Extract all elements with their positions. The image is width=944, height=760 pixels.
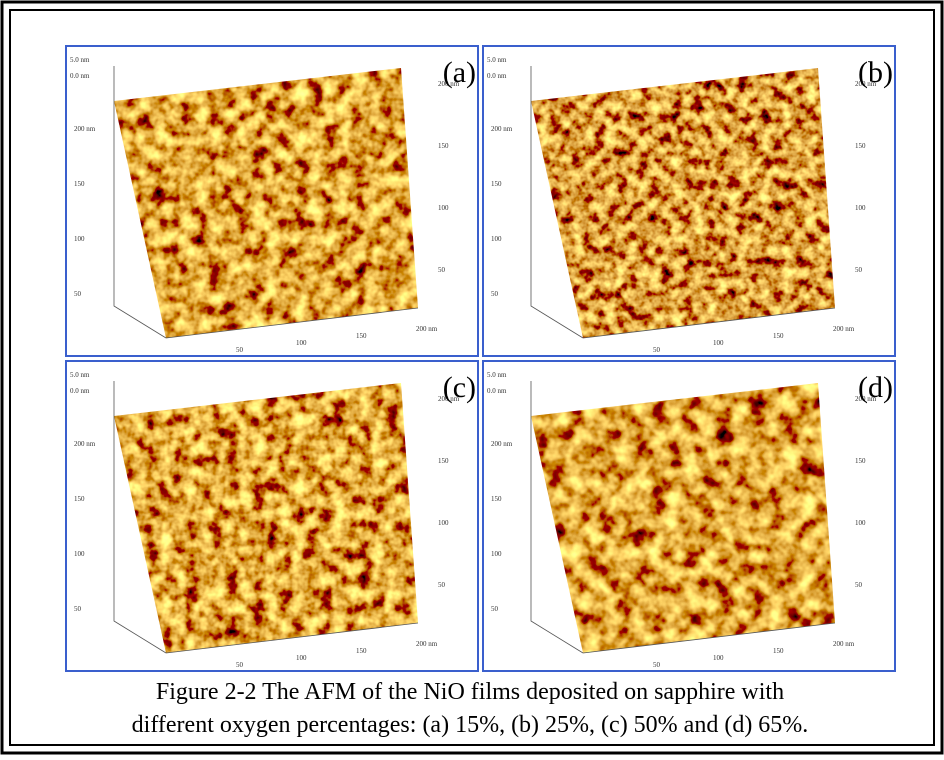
panel-label: (b): [858, 56, 893, 89]
caption-line: Figure 2-2 The AFM of the NiO films depo…: [156, 679, 784, 705]
z-axis-label: 0.0 nm: [70, 72, 90, 80]
tick-label: 150: [438, 142, 449, 150]
z-axis-label: 5.0 nm: [70, 56, 90, 64]
panel-label: (a): [443, 56, 476, 89]
tick-label: 100: [74, 235, 85, 243]
tick-label: 200 nm: [833, 640, 855, 648]
afm-surface: [114, 68, 418, 338]
tick-label: 50: [74, 290, 82, 298]
panel-label: (c): [443, 371, 476, 404]
z-axis-label: 0.0 nm: [70, 387, 90, 395]
tick-label: 150: [855, 142, 866, 150]
tick-label: 50: [236, 346, 244, 354]
tick-label: 100: [296, 654, 307, 662]
tick-label: 150: [74, 495, 85, 503]
tick-label: 150: [773, 647, 784, 655]
tick-label: 200 nm: [491, 125, 513, 133]
tick-label: 200 nm: [416, 325, 438, 333]
z-axis-label: 0.0 nm: [487, 72, 507, 80]
z-axis-label: 5.0 nm: [487, 56, 507, 64]
panel-label: (d): [858, 371, 893, 404]
axis-line: [113, 381, 419, 654]
axis-line: [530, 381, 836, 654]
tick-label: 200 nm: [74, 125, 96, 133]
tick-label: 50: [236, 661, 244, 669]
afm-panel: 5.0 nm 0.0 nm 200 nm 150 100 50 50 100 150 200 nm…: [65, 360, 479, 672]
tick-label: 100: [74, 550, 85, 558]
panel-border: [65, 360, 479, 672]
tick-label: 150: [491, 180, 502, 188]
tick-label: 200 nm: [74, 440, 96, 448]
tick-label: 200 nm: [855, 395, 877, 403]
tick-label: 100: [713, 339, 724, 347]
tick-label: 50: [74, 605, 82, 613]
tick-label: 150: [356, 332, 367, 340]
panel-border: [65, 45, 479, 357]
tick-label: 200 nm: [833, 325, 855, 333]
tick-label: 200 nm: [438, 395, 460, 403]
z-axis-label: 0.0 nm: [487, 387, 507, 395]
afm-panel: 5.0 nm 0.0 nm 200 nm 150 100 50 50 100 150 200 nm…: [482, 45, 896, 357]
tick-label: 150: [438, 457, 449, 465]
tick-label: 100: [855, 519, 866, 527]
tick-label: 150: [356, 647, 367, 655]
afm-surface: [531, 383, 835, 653]
tick-label: 100: [491, 550, 502, 558]
afm-surface: [531, 68, 835, 338]
tick-label: 150: [491, 495, 502, 503]
caption-line: different oxygen percentages: (a) 15%, (…: [132, 712, 809, 738]
afm-surface: [114, 383, 418, 653]
tick-label: 50: [855, 266, 863, 274]
tick-label: 100: [296, 339, 307, 347]
tick-label: 200 nm: [416, 640, 438, 648]
z-axis-label: 5.0 nm: [70, 371, 90, 379]
panel-border: [482, 360, 896, 672]
tick-label: 200 nm: [438, 80, 460, 88]
inner-border: [9, 9, 935, 746]
tick-label: 100: [855, 204, 866, 212]
tick-label: 100: [438, 519, 449, 527]
tick-label: 50: [855, 581, 863, 589]
tick-label: 150: [855, 457, 866, 465]
tick-label: 50: [438, 266, 446, 274]
axis-line: [530, 66, 836, 339]
tick-label: 100: [713, 654, 724, 662]
tick-label: 100: [438, 204, 449, 212]
tick-label: 50: [438, 581, 446, 589]
tick-label: 200 nm: [491, 440, 513, 448]
axis-line: [113, 66, 419, 339]
tick-label: 50: [653, 661, 661, 669]
tick-label: 100: [491, 235, 502, 243]
afm-panel: 5.0 nm 0.0 nm 200 nm 150 100 50 50 100 150 200 nm…: [482, 360, 896, 672]
panels: 5.0 nm 0.0 nm 200 nm 150 100 50 50 100 150 200 nm…: [65, 45, 896, 672]
tick-label: 200 nm: [855, 80, 877, 88]
tick-label: 150: [773, 332, 784, 340]
tick-label: 50: [653, 346, 661, 354]
tick-label: 50: [491, 605, 499, 613]
tick-label: 50: [491, 290, 499, 298]
tick-label: 150: [74, 180, 85, 188]
afm-panel: 5.0 nm 0.0 nm 200 nm 150 100 50 50 100 150 200 nm…: [65, 45, 479, 357]
z-axis-label: 5.0 nm: [487, 371, 507, 379]
panel-border: [482, 45, 896, 357]
